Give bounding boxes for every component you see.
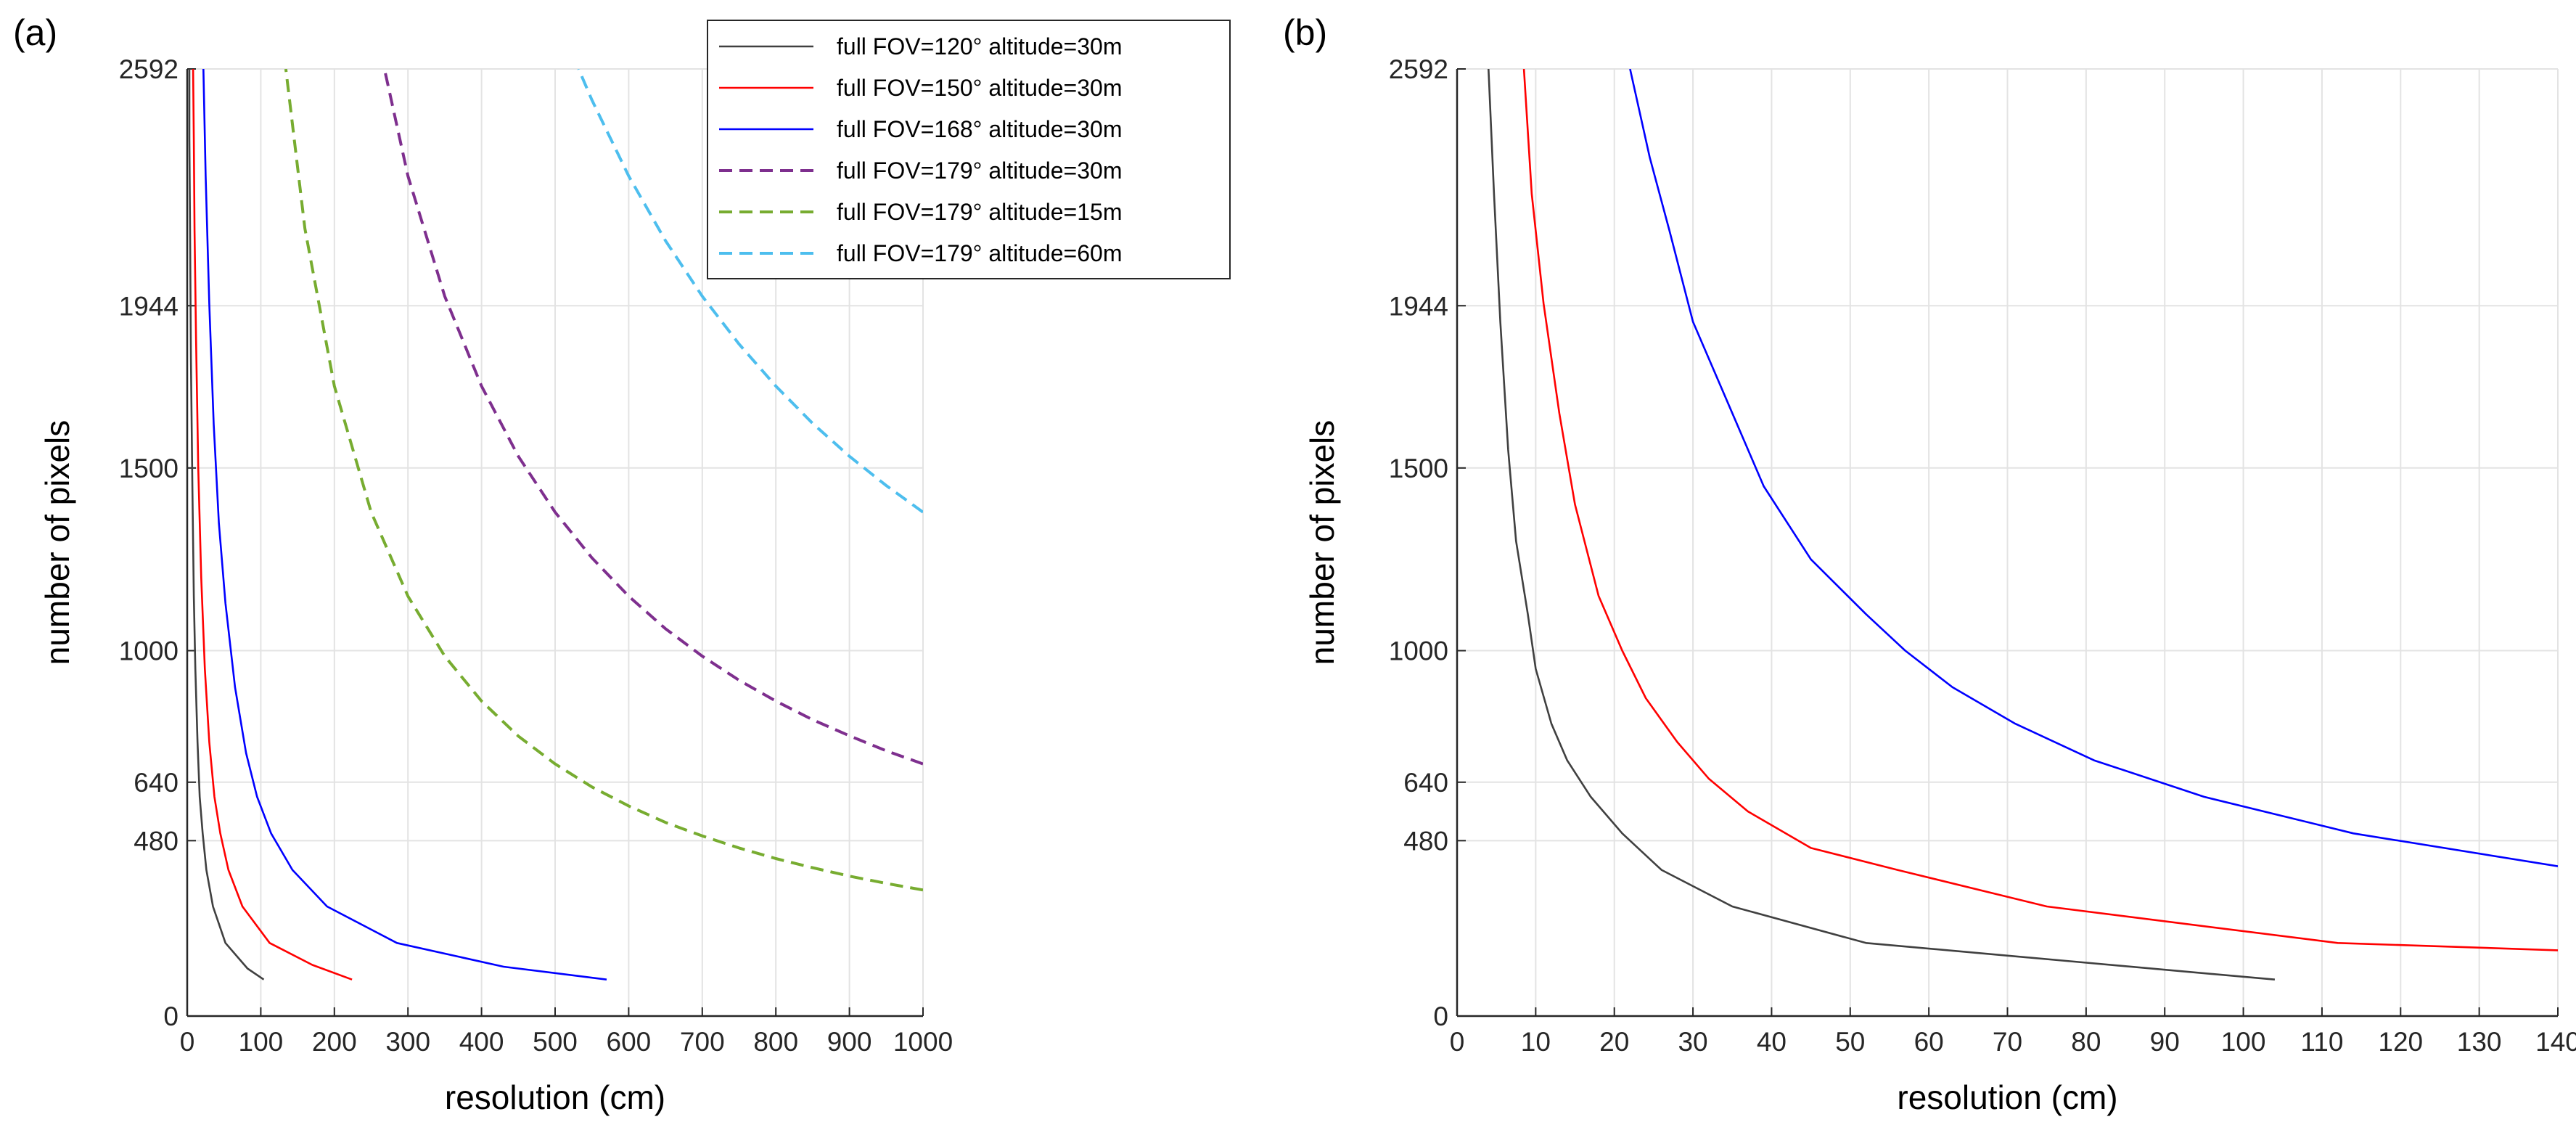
x-tick-label: 700 (680, 1027, 725, 1057)
x-tick-label: 80 (2071, 1027, 2101, 1057)
y-tick-label: 0 (163, 1002, 179, 1031)
series-line-0 (188, 69, 265, 980)
legend: full FOV=120° altitude=30m full FOV=150° … (707, 20, 1231, 279)
x-tick-label: 30 (1678, 1027, 1707, 1057)
x-tick-label: 100 (2221, 1027, 2266, 1057)
y-tick-label: 1944 (1389, 291, 1448, 321)
series-line-1 (1522, 69, 2558, 951)
series-line-2 (202, 69, 607, 980)
panel-label: (a) (13, 12, 57, 53)
x-tick-label: 60 (1914, 1027, 1944, 1057)
y-axis-label: number of pixels (38, 420, 76, 666)
y-tick-label: 480 (134, 826, 179, 856)
legend-entry: full FOV=179° altitude=30m (837, 157, 1122, 184)
legend-entry: full FOV=179° altitude=60m (837, 240, 1122, 266)
series-line-4 (284, 69, 923, 892)
series-line-3 (382, 69, 923, 766)
x-axis-label: resolution (cm) (445, 1078, 665, 1116)
x-tick-label: 10 (1521, 1027, 1551, 1057)
x-tick-label: 20 (1599, 1027, 1629, 1057)
x-tick-label: 400 (459, 1027, 504, 1057)
y-axis-label: number of pixels (1303, 420, 1341, 666)
legend-entry: full FOV=168° altitude=30m (837, 116, 1122, 142)
x-tick-label: 1000 (893, 1027, 953, 1057)
series-line-1 (192, 69, 353, 980)
x-tick-label: 200 (312, 1027, 357, 1057)
x-tick-label: 500 (533, 1027, 578, 1057)
x-tick-label: 40 (1757, 1027, 1787, 1057)
x-tick-label: 0 (180, 1027, 195, 1057)
x-axis-label: resolution (cm) (1897, 1078, 2117, 1116)
y-tick-label: 1000 (1389, 636, 1448, 666)
panel-b: 0 10 20 30 40 50 60 70 80 90 100 110 120 130 140 0 480 64… (1283, 12, 2576, 1116)
panel-a: 0 100 200 300 400 500 600 700 800 900 1000 0 480 640 1… (13, 12, 1231, 1116)
x-tick-label: 100 (239, 1027, 284, 1057)
series-line-5 (577, 69, 923, 514)
x-tick-label: 0 (1450, 1027, 1465, 1057)
x-tick-label: 90 (2150, 1027, 2180, 1057)
y-tick-label: 1500 (1389, 454, 1448, 483)
y-tick-label: 2592 (119, 54, 179, 84)
legend-entry: full FOV=179° altitude=15m (837, 199, 1122, 225)
series-line-0 (1488, 69, 2276, 980)
x-tick-label: 140 (2535, 1027, 2576, 1057)
series-line-2 (1629, 69, 2558, 867)
legend-entry: full FOV=120° altitude=30m (837, 33, 1122, 60)
y-tick-label: 2592 (1389, 54, 1448, 84)
x-tick-label: 900 (827, 1027, 872, 1057)
y-tick-label: 640 (1403, 768, 1448, 798)
panel-label: (b) (1283, 12, 1327, 53)
x-tick-label: 800 (753, 1027, 798, 1057)
y-tick-label: 0 (1433, 1002, 1448, 1031)
x-tick-label: 600 (607, 1027, 652, 1057)
x-tick-label: 130 (2457, 1027, 2502, 1057)
legend-box (707, 20, 1231, 279)
y-tick-label: 640 (134, 768, 179, 798)
y-tick-label: 480 (1403, 826, 1448, 856)
x-tick-label: 110 (2300, 1027, 2343, 1057)
y-tick-label: 1500 (119, 454, 179, 483)
x-tick-label: 120 (2378, 1027, 2423, 1057)
legend-entry: full FOV=150° altitude=30m (837, 75, 1122, 101)
x-tick-label: 70 (1993, 1027, 2022, 1057)
x-tick-label: 300 (385, 1027, 430, 1057)
y-tick-label: 1944 (119, 291, 179, 321)
y-tick-label: 1000 (119, 636, 179, 666)
x-tick-label: 50 (1835, 1027, 1865, 1057)
